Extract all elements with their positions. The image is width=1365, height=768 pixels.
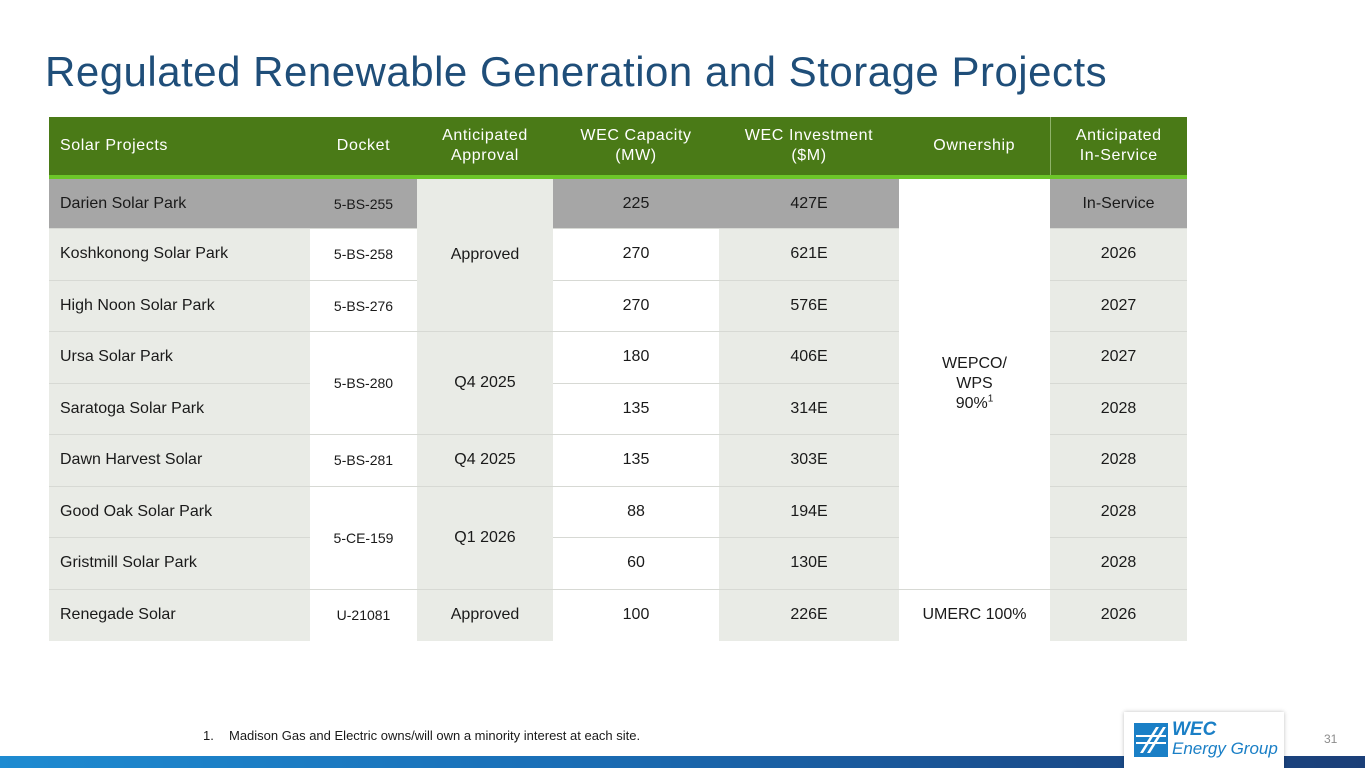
in-service-cell: 2028 — [1050, 434, 1187, 487]
investment-cell: 406E — [719, 331, 899, 384]
header-ownership: Ownership — [899, 117, 1050, 179]
ownership-line2: WPS — [956, 374, 993, 392]
project-name: Ursa Solar Park — [49, 331, 310, 384]
table-header-row: Solar Projects Docket Anticipated Approva… — [49, 117, 1187, 179]
logo-text-energy-group: Energy Group — [1172, 739, 1278, 758]
header-investment-line2: ($M) — [791, 147, 827, 164]
capacity-cell: 270 — [553, 280, 719, 332]
project-name: Koshkonong Solar Park — [49, 228, 310, 281]
table-row: Darien Solar Park 5-BS-255 Approved 225 … — [49, 177, 1187, 590]
project-name: Darien Solar Park — [49, 177, 310, 229]
header-capacity-line1: WEC Capacity — [580, 127, 692, 144]
project-name: High Noon Solar Park — [49, 280, 310, 332]
investment-cell: 194E — [719, 486, 899, 538]
header-anticipated-approval: Anticipated Approval — [417, 117, 553, 179]
header-in-service-line2: In-Service — [1079, 147, 1158, 164]
docket-cell: 5-BS-281 — [310, 434, 417, 487]
investment-cell: 226E — [719, 589, 899, 641]
table-row: Gristmill Solar Park 60 130E 2028 — [49, 537, 1187, 590]
header-in-service-line1: Anticipated — [1075, 127, 1162, 144]
investment-cell: 314E — [719, 383, 899, 435]
docket-cell: 5-BS-276 — [310, 280, 417, 332]
project-name: Gristmill Solar Park — [49, 537, 310, 590]
table-row: Koshkonong Solar Park 5-BS-258 270 621E … — [49, 228, 1187, 281]
project-name: Dawn Harvest Solar — [49, 434, 310, 487]
capacity-cell: 60 — [553, 537, 719, 590]
footnote: 1. Madison Gas and Electric owns/will own… — [203, 728, 640, 743]
docket-cell: 5-BS-280 — [310, 331, 417, 435]
investment-cell: 427E — [719, 177, 899, 229]
approval-cell: Approved — [417, 177, 553, 332]
in-service-cell: 2028 — [1050, 537, 1187, 590]
in-service-cell: 2027 — [1050, 331, 1187, 384]
capacity-cell: 88 — [553, 486, 719, 538]
ownership-cell: WEPCO/WPS 90%1 — [899, 177, 1050, 590]
header-anticipated-in-service: Anticipated In-Service — [1049, 117, 1187, 179]
docket-cell: 5-BS-255 — [310, 177, 417, 229]
table-row: Good Oak Solar Park 5-CE-159 Q1 2026 88 … — [49, 486, 1187, 590]
capacity-cell: 225 — [553, 177, 719, 229]
table-row: Saratoga Solar Park 135 314E 2028 — [49, 383, 1187, 435]
investment-cell: 621E — [719, 228, 899, 281]
wec-logo-icon — [1134, 723, 1168, 757]
capacity-cell: 180 — [553, 331, 719, 384]
docket-cell: 5-CE-159 — [310, 486, 417, 590]
footnote-text: Madison Gas and Electric owns/will own a… — [229, 728, 641, 743]
table-row: Dawn Harvest Solar 5-BS-281 Q4 2025 135 … — [49, 434, 1187, 487]
in-service-cell: 2028 — [1050, 383, 1187, 435]
footnote-number: 1. — [203, 728, 214, 743]
table-row: High Noon Solar Park 5-BS-276 270 576E 2… — [49, 280, 1187, 332]
project-name: Renegade Solar — [49, 589, 310, 641]
docket-cell: U-21081 — [310, 589, 417, 641]
investment-cell: 130E — [719, 537, 899, 590]
in-service-cell: 2026 — [1050, 589, 1187, 641]
logo-text-wec: WEC — [1172, 719, 1217, 740]
header-capacity-line2: (MW) — [615, 147, 657, 164]
bottom-accent-bar — [0, 756, 1365, 768]
capacity-cell: 270 — [553, 228, 719, 281]
header-approval-line1: Anticipated — [442, 127, 528, 144]
in-service-cell: 2027 — [1050, 280, 1187, 332]
in-service-cell: In-Service — [1050, 177, 1187, 229]
header-investment-line1: WEC Investment — [744, 127, 874, 144]
header-wec-investment: WEC Investment ($M) — [719, 117, 899, 179]
header-docket: Docket — [310, 117, 417, 179]
capacity-cell: 135 — [553, 434, 719, 487]
investment-cell: 576E — [719, 280, 899, 332]
solar-projects-table: Solar Projects Docket Anticipated Approva… — [49, 117, 1187, 641]
page-title: Regulated Renewable Generation and Stora… — [45, 48, 1108, 95]
project-name: Good Oak Solar Park — [49, 486, 310, 538]
approval-cell: Q4 2025 — [417, 331, 553, 435]
company-logo: WEC Energy Group — [1124, 712, 1284, 768]
ownership-line1: WEPCO/ — [942, 354, 1007, 372]
approval-cell: Approved — [417, 589, 553, 641]
ownership-cell: UMERC 100% — [899, 589, 1050, 641]
table-row: Ursa Solar Park 5-BS-280 Q4 2025 180 406… — [49, 331, 1187, 435]
header-solar-projects: Solar Projects — [49, 117, 310, 179]
docket-cell: 5-BS-258 — [310, 228, 417, 281]
approval-cell: Q1 2026 — [417, 486, 553, 590]
footnote-reference: 1 — [987, 393, 994, 405]
investment-cell: 303E — [719, 434, 899, 487]
page-number: 31 — [1324, 732, 1338, 746]
capacity-cell: 100 — [553, 589, 719, 641]
ownership-line3: 90% — [955, 394, 988, 412]
capacity-cell: 135 — [553, 383, 719, 435]
in-service-cell: 2026 — [1050, 228, 1187, 281]
approval-cell: Q4 2025 — [417, 434, 553, 487]
header-wec-capacity: WEC Capacity (MW) — [553, 117, 719, 179]
in-service-cell: 2028 — [1050, 486, 1187, 538]
project-name: Saratoga Solar Park — [49, 383, 310, 435]
table-row: Renegade Solar U-21081 Approved 100 226E… — [49, 589, 1187, 641]
header-approval-line2: Approval — [451, 147, 519, 164]
